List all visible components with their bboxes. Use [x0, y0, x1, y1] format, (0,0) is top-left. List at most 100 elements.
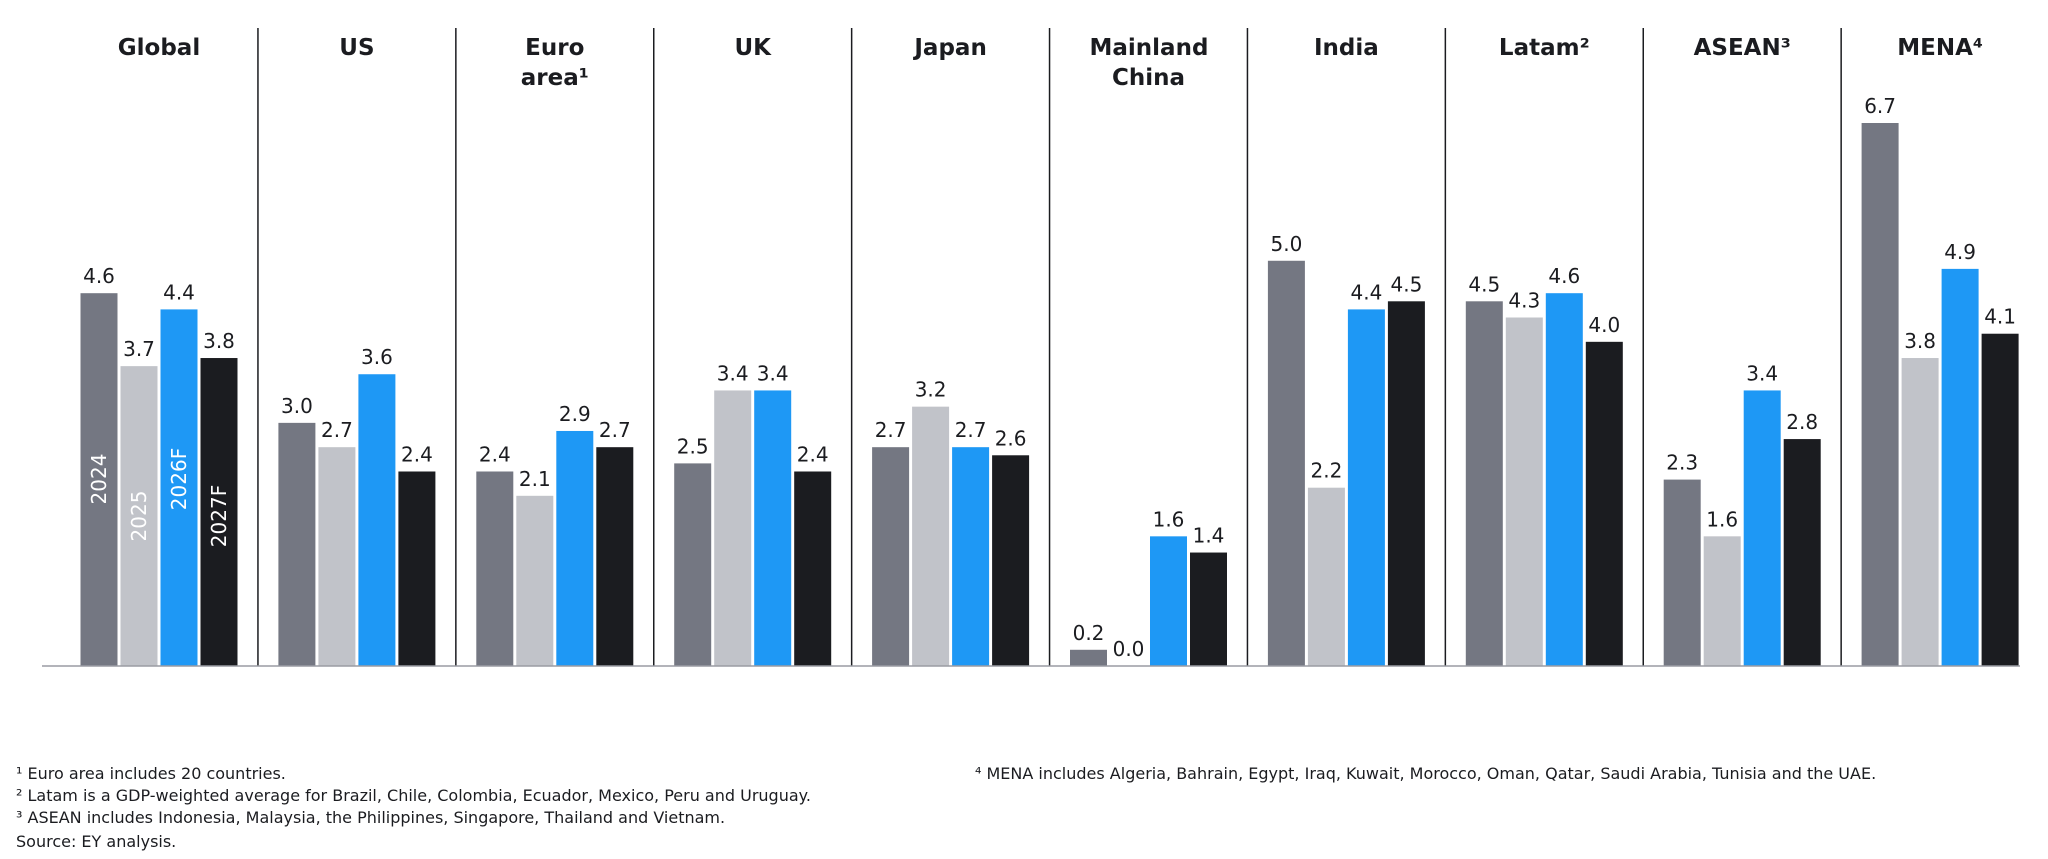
bar	[794, 471, 832, 666]
footnote: ¹ Euro area includes 20 countries.	[16, 764, 286, 783]
legend-label: 2025	[127, 491, 151, 542]
category-label: Global	[117, 35, 201, 61]
footnote: ⁴ MENA includes Algeria, Bahrain, Egypt,…	[975, 764, 1877, 783]
category-label: Mainland China	[1089, 35, 1209, 91]
value-label: 4.0	[1588, 313, 1620, 337]
value-label: 0.0	[1113, 637, 1145, 661]
value-label: 3.6	[361, 345, 393, 369]
category-label: UK	[734, 35, 771, 61]
bar	[1743, 390, 1781, 666]
footnote: ² Latam is a GDP-weighted average for Br…	[16, 786, 811, 805]
bar	[200, 358, 238, 666]
bar	[1267, 260, 1305, 666]
legend-label: 2024	[87, 454, 111, 505]
footnote: ³ ASEAN includes Indonesia, Malaysia, th…	[16, 808, 726, 827]
bar	[596, 447, 634, 666]
category-label: MENA⁴	[1897, 35, 1983, 61]
value-label: 3.7	[123, 337, 155, 361]
bar	[1545, 293, 1583, 666]
bar	[1941, 268, 1979, 666]
category-label: Japan	[914, 35, 987, 61]
value-label: 2.7	[321, 418, 353, 442]
value-label: 2.7	[599, 418, 631, 442]
bar	[1663, 479, 1701, 666]
bar	[278, 422, 316, 666]
value-label: 3.0	[281, 394, 313, 418]
value-label: 2.9	[559, 402, 591, 426]
legend-label: 2027F	[207, 485, 231, 547]
category-label: ASEAN³	[1693, 35, 1791, 61]
value-label: 3.2	[915, 378, 947, 402]
value-label: 3.8	[203, 329, 235, 353]
bar	[476, 471, 514, 666]
bar	[1703, 536, 1741, 666]
value-label: 2.6	[995, 426, 1027, 450]
bar	[1901, 358, 1939, 666]
bar	[1505, 317, 1543, 666]
bar	[516, 495, 554, 666]
value-label: 4.6	[1548, 264, 1580, 288]
bar	[358, 374, 396, 666]
value-label: 3.4	[757, 361, 789, 385]
legend-label: 2026F	[167, 448, 191, 510]
bar	[1387, 301, 1425, 666]
value-label: 2.2	[1310, 459, 1342, 483]
value-label: 2.4	[797, 442, 829, 466]
value-label: 2.7	[875, 418, 907, 442]
value-label: 3.4	[1746, 361, 1778, 385]
bar	[872, 447, 910, 666]
value-label: 4.6	[83, 264, 115, 288]
bar	[80, 293, 118, 666]
value-label: 5.0	[1270, 232, 1302, 256]
bar	[1347, 309, 1385, 666]
bar	[318, 447, 356, 666]
value-label: 4.4	[1350, 280, 1382, 304]
bar	[952, 447, 990, 666]
bar	[160, 309, 198, 666]
value-label: 2.4	[401, 442, 433, 466]
category-label: Latam²	[1498, 35, 1590, 61]
source: Source: EY analysis.	[16, 832, 177, 851]
bar	[398, 471, 436, 666]
value-label: 2.8	[1786, 410, 1818, 434]
bar	[674, 463, 712, 666]
value-label: 4.5	[1468, 272, 1500, 296]
value-label: 1.4	[1193, 524, 1225, 548]
category-label: India	[1313, 35, 1379, 61]
value-label: 4.1	[1984, 305, 2016, 329]
bar	[556, 430, 594, 666]
category-label: Euro area¹	[520, 35, 589, 91]
bar	[992, 455, 1030, 666]
value-label: 4.5	[1390, 272, 1422, 296]
category-label: US	[339, 35, 375, 61]
bar	[1190, 552, 1227, 666]
bar	[1861, 123, 1899, 666]
value-label: 4.9	[1944, 240, 1976, 264]
bar	[1465, 301, 1503, 666]
value-label: 1.6	[1153, 507, 1185, 531]
bar	[714, 390, 752, 666]
value-label: 4.4	[163, 280, 195, 304]
bar	[754, 390, 792, 666]
bar	[1070, 649, 1107, 666]
value-label: 1.6	[1706, 507, 1738, 531]
value-label: 2.3	[1666, 451, 1698, 475]
bar	[120, 366, 158, 666]
value-label: 3.8	[1904, 329, 1936, 353]
value-label: 4.3	[1508, 289, 1540, 313]
value-label: 0.2	[1073, 621, 1105, 645]
bar	[1585, 341, 1623, 666]
value-label: 2.7	[955, 418, 987, 442]
value-label: 2.1	[519, 467, 551, 491]
value-label: 2.5	[677, 434, 709, 458]
bar	[1307, 487, 1345, 666]
value-label: 3.4	[717, 361, 749, 385]
bar	[1150, 536, 1187, 666]
bar	[1783, 439, 1821, 666]
bar	[1981, 333, 2019, 666]
bar	[912, 406, 950, 666]
value-label: 2.4	[479, 442, 511, 466]
value-label: 6.7	[1864, 94, 1896, 118]
